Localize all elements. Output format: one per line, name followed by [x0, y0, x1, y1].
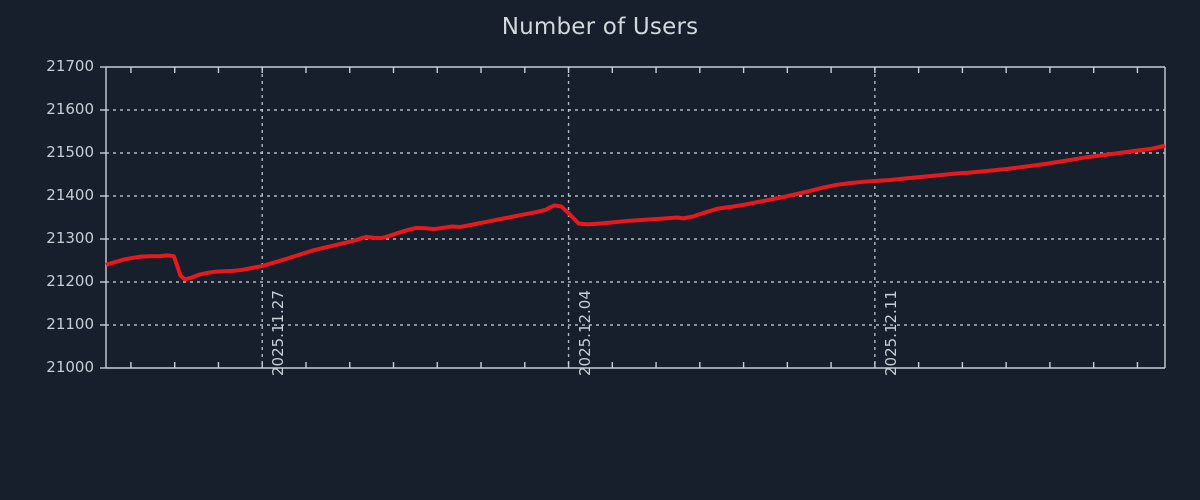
y-axis-tick-label: 21300 — [46, 229, 94, 247]
grid-lines — [106, 67, 1165, 368]
x-axis-tick-label: 2025.11.27 — [269, 290, 288, 376]
y-axis-tick-label: 21700 — [46, 57, 94, 75]
y-axis-tick-label: 21600 — [46, 100, 94, 118]
y-axis-tick-label: 21200 — [46, 272, 94, 290]
plot-frame — [105, 66, 1166, 369]
y-axis-tick-label: 21100 — [46, 315, 94, 333]
y-axis-tick-label: 21500 — [46, 143, 94, 161]
data-series-number-of-users — [105, 143, 1166, 282]
chart-title: Number of Users — [501, 14, 699, 40]
y-axis-tick-label: 21400 — [46, 186, 94, 204]
x-axis-tick-label: 2025.12.04 — [575, 290, 594, 376]
y-axis-tick-label: 21000 — [46, 358, 94, 376]
axis-ticks — [100, 66, 1139, 369]
x-axis-tick-label: 2025.12.11 — [881, 290, 900, 376]
